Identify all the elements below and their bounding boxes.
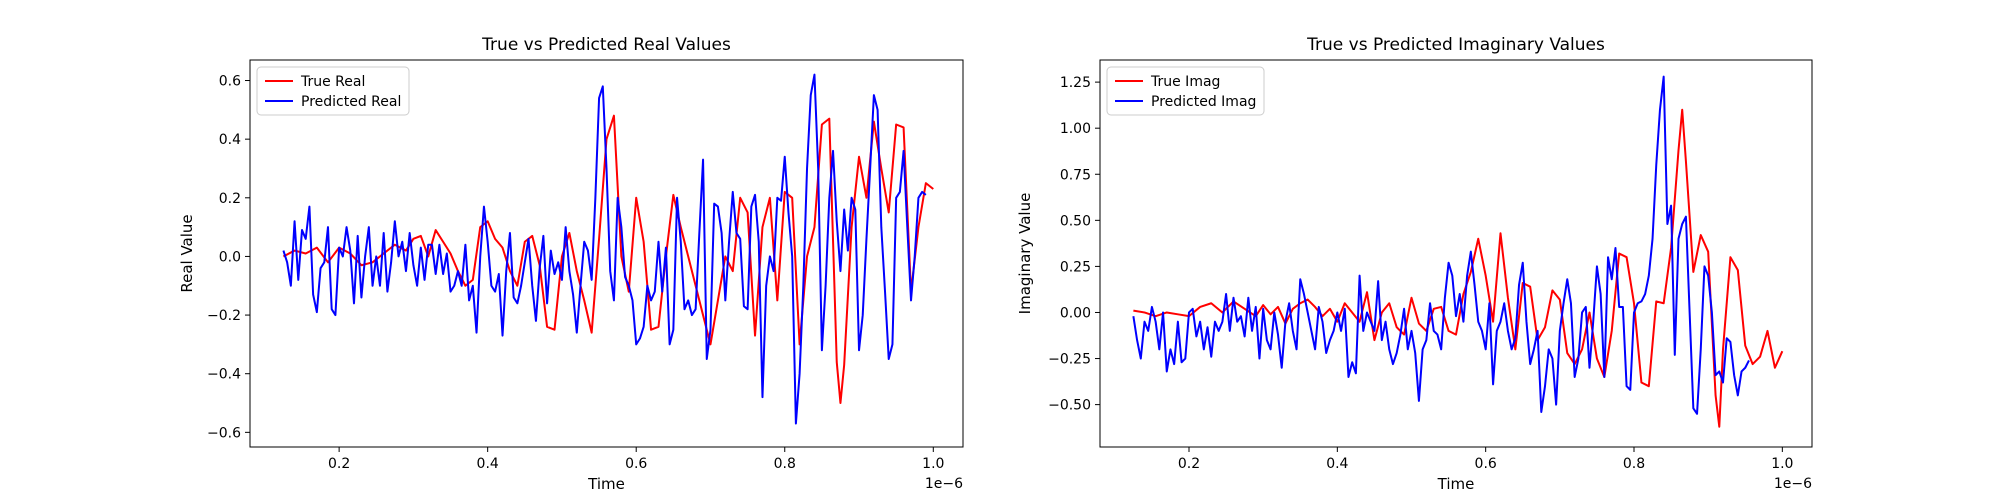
series-line-true-imag <box>1133 108 1784 428</box>
y-tick-label: −0.25 <box>1048 352 1091 368</box>
x-tick-label: 0.6 <box>1475 456 1497 472</box>
y-tick-label: 0.25 <box>1060 259 1091 275</box>
y-tick-label: 1.25 <box>1060 75 1091 91</box>
x-tick-label: 0.8 <box>1623 456 1645 472</box>
x-axis-label: Time <box>1437 475 1475 493</box>
x-offset-label: 1e−6 <box>925 476 963 492</box>
legend-label: Predicted Real <box>301 94 401 110</box>
y-axis-label: Imaginary Value <box>1016 193 1034 315</box>
chart-panel-imaginary: True vs Predicted Imaginary Values 0.2 0.4… <box>1016 35 1813 493</box>
plot-area <box>282 73 934 425</box>
y-tick-label: 1.00 <box>1060 121 1091 137</box>
y-tick-label: 0.6 <box>219 74 241 90</box>
y-tick-label: 0.4 <box>219 132 241 148</box>
x-tick-label: 0.6 <box>625 456 647 472</box>
plot-area <box>1132 75 1784 428</box>
legend-label: True Imag <box>1150 74 1220 90</box>
legend: True Imag Predicted Imag <box>1106 66 1265 116</box>
legend-label: True Real <box>300 74 365 90</box>
y-tick-label: 0.2 <box>219 191 241 207</box>
series-line-predicted-real <box>282 73 927 425</box>
plot-frame <box>1099 59 1813 448</box>
x-tick-label: 0.2 <box>1178 456 1200 472</box>
y-axis-label: Real Value <box>178 214 196 292</box>
x-tick-label: 0.4 <box>1326 456 1348 472</box>
chart-title: True vs Predicted Real Values <box>481 35 731 55</box>
y-tick-label: −0.4 <box>207 367 241 383</box>
chart-panel-real: True vs Predicted Real Values 0.2 0.4 0.6 0.… <box>178 35 964 493</box>
y-tick-label: 0.0 <box>219 249 241 265</box>
chart-title: True vs Predicted Imaginary Values <box>1306 35 1605 55</box>
x-tick-label: 0.8 <box>774 456 796 472</box>
x-axis-label: Time <box>587 475 625 493</box>
x-tick-label: 0.2 <box>328 456 350 472</box>
series-line-predicted-imag <box>1132 75 1750 415</box>
y-tick-label: −0.2 <box>207 308 241 324</box>
legend-box <box>256 66 410 116</box>
y-tick-label: 0.50 <box>1060 213 1091 229</box>
x-tick-label: 1.0 <box>922 456 944 472</box>
x-tick-label: 0.4 <box>477 456 499 472</box>
legend-box <box>1106 66 1265 116</box>
x-offset-label: 1e−6 <box>1774 476 1812 492</box>
legend: True Real Predicted Real <box>256 66 410 116</box>
legend-label: Predicted Imag <box>1151 94 1256 110</box>
y-tick-label: −0.6 <box>207 425 241 441</box>
x-tick-label: 1.0 <box>1771 456 1793 472</box>
y-tick-label: 0.75 <box>1060 167 1091 183</box>
y-tick-label: 0.00 <box>1060 305 1091 321</box>
plot-frame <box>249 59 964 448</box>
y-tick-label: −0.50 <box>1048 398 1091 414</box>
